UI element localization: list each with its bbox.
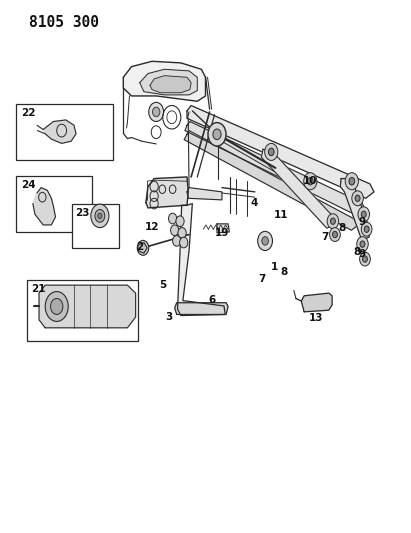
Text: 9: 9	[359, 217, 366, 227]
Circle shape	[358, 207, 369, 222]
Circle shape	[137, 240, 149, 255]
Text: 6: 6	[208, 295, 215, 305]
Circle shape	[364, 226, 369, 232]
Circle shape	[176, 216, 184, 227]
Polygon shape	[301, 293, 332, 312]
Polygon shape	[138, 243, 147, 253]
Polygon shape	[187, 106, 374, 198]
Text: 2: 2	[136, 243, 143, 252]
Circle shape	[361, 222, 372, 236]
Polygon shape	[43, 120, 76, 143]
Text: 22: 22	[21, 108, 36, 118]
Bar	[27, 280, 138, 341]
Circle shape	[169, 213, 177, 224]
Polygon shape	[123, 61, 206, 101]
Polygon shape	[39, 285, 136, 328]
Circle shape	[149, 102, 164, 122]
Polygon shape	[217, 224, 229, 233]
Text: 8: 8	[338, 223, 346, 232]
Circle shape	[91, 204, 109, 228]
Circle shape	[349, 177, 355, 185]
Text: 10: 10	[303, 176, 318, 185]
Polygon shape	[261, 149, 335, 228]
Circle shape	[173, 236, 181, 246]
Circle shape	[332, 231, 337, 238]
Circle shape	[152, 107, 160, 117]
Text: 4: 4	[250, 198, 258, 208]
Circle shape	[330, 228, 340, 241]
Text: 13: 13	[309, 313, 324, 323]
Circle shape	[208, 123, 226, 146]
Polygon shape	[150, 76, 191, 93]
Circle shape	[171, 225, 179, 236]
Circle shape	[265, 143, 278, 160]
Circle shape	[98, 213, 102, 219]
Polygon shape	[146, 177, 188, 208]
Circle shape	[327, 214, 339, 229]
Text: 5: 5	[159, 280, 166, 290]
Text: 1: 1	[271, 262, 278, 272]
Circle shape	[268, 148, 274, 156]
Text: 21: 21	[31, 284, 45, 294]
Circle shape	[361, 211, 366, 217]
Polygon shape	[175, 303, 228, 314]
Circle shape	[178, 228, 186, 238]
Circle shape	[357, 237, 368, 252]
Circle shape	[213, 129, 221, 140]
Text: 11: 11	[274, 210, 289, 220]
Bar	[72, 204, 119, 248]
Text: 12: 12	[145, 222, 159, 232]
Circle shape	[360, 252, 370, 266]
Text: 8105 300: 8105 300	[29, 15, 99, 30]
Circle shape	[258, 231, 272, 251]
Text: 8: 8	[281, 268, 288, 277]
Circle shape	[360, 241, 365, 247]
Circle shape	[307, 177, 313, 185]
Text: 7: 7	[258, 274, 266, 284]
Circle shape	[330, 218, 335, 224]
Polygon shape	[33, 188, 55, 225]
Polygon shape	[185, 122, 366, 216]
Text: 23: 23	[75, 208, 90, 218]
Circle shape	[262, 237, 268, 245]
Text: 9: 9	[359, 249, 366, 259]
Circle shape	[352, 191, 363, 206]
Circle shape	[51, 298, 63, 314]
Polygon shape	[340, 179, 370, 240]
Text: 7: 7	[321, 232, 328, 241]
Text: 3: 3	[165, 312, 172, 322]
Polygon shape	[187, 188, 222, 200]
Bar	[16, 176, 92, 232]
Polygon shape	[178, 204, 225, 316]
Text: 24: 24	[21, 180, 36, 190]
Circle shape	[180, 237, 188, 248]
Bar	[16, 104, 113, 160]
Circle shape	[45, 292, 68, 321]
Circle shape	[304, 173, 317, 190]
Circle shape	[355, 195, 360, 201]
Text: 19: 19	[215, 228, 229, 238]
Text: 8: 8	[353, 247, 361, 257]
Circle shape	[95, 209, 105, 222]
Circle shape	[363, 256, 367, 262]
Circle shape	[345, 173, 358, 190]
Polygon shape	[184, 131, 358, 230]
Polygon shape	[140, 69, 197, 95]
